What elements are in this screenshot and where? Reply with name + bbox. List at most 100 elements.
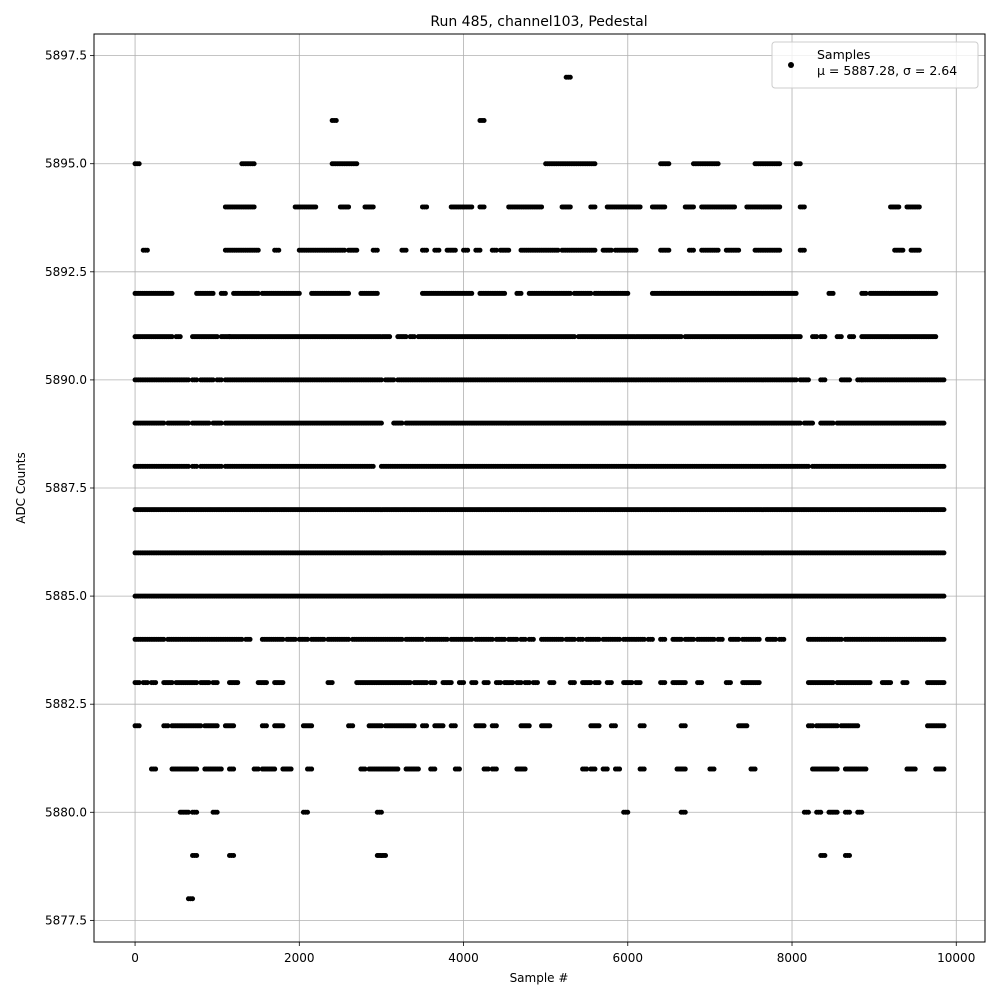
sample-point <box>617 766 623 772</box>
sample-point <box>432 680 438 686</box>
sample-point <box>214 723 220 729</box>
sample-point <box>194 377 200 383</box>
sample-point <box>424 680 430 686</box>
sample-point <box>444 636 450 642</box>
sample-point <box>247 636 253 642</box>
sample-point <box>941 766 947 772</box>
sample-point <box>711 766 717 772</box>
sample-point <box>313 204 319 210</box>
sample-point <box>346 290 352 296</box>
sample-point <box>493 766 499 772</box>
sample-point <box>612 723 618 729</box>
sample-point <box>354 161 360 167</box>
sample-point <box>518 290 524 296</box>
sample-point <box>502 636 508 642</box>
y-axis-label: ADC Counts <box>14 452 28 524</box>
sample-point <box>941 636 947 642</box>
sample-point <box>559 636 565 642</box>
sample-point <box>551 680 557 686</box>
sample-point <box>793 377 799 383</box>
sample-point <box>383 853 389 859</box>
sample-point <box>690 636 696 642</box>
sample-point <box>481 204 487 210</box>
sample-point <box>461 680 467 686</box>
sample-point <box>777 204 783 210</box>
y-tick-label: 5897.5 <box>45 49 87 63</box>
sample-point <box>378 809 384 815</box>
sample-point <box>309 766 315 772</box>
sample-point <box>719 636 725 642</box>
sample-point <box>378 377 384 383</box>
sample-point <box>851 334 857 340</box>
sample-point <box>690 247 696 253</box>
sample-point <box>194 809 200 815</box>
sample-point <box>169 290 175 296</box>
sample-point <box>530 636 536 642</box>
sample-point <box>666 247 672 253</box>
sample-point <box>744 723 750 729</box>
sample-point <box>280 680 286 686</box>
sample-point <box>296 290 302 296</box>
sample-point <box>272 766 278 772</box>
sample-point <box>805 463 811 469</box>
sample-point <box>407 680 413 686</box>
sample-point <box>810 420 816 426</box>
sample-point <box>571 636 577 642</box>
sample-point <box>333 117 339 123</box>
sample-point <box>452 723 458 729</box>
y-tick-label: 5892.5 <box>45 265 87 279</box>
sample-point <box>649 636 655 642</box>
sample-point <box>452 247 458 253</box>
sample-point <box>214 809 220 815</box>
x-tick-label: 2000 <box>284 951 315 965</box>
sample-point <box>374 290 380 296</box>
sample-point <box>231 723 237 729</box>
legend-entry-label: Samples <box>817 47 870 62</box>
sample-point <box>773 636 779 642</box>
sample-point <box>218 377 224 383</box>
sample-point <box>604 766 610 772</box>
sample-point <box>916 247 922 253</box>
sample-point <box>510 680 516 686</box>
sample-point <box>855 723 861 729</box>
sample-point <box>218 463 224 469</box>
sample-point <box>185 420 191 426</box>
sample-point <box>830 420 836 426</box>
sample-point <box>822 334 828 340</box>
sample-point <box>838 636 844 642</box>
sample-point <box>276 247 282 253</box>
sample-point <box>863 766 869 772</box>
sample-point <box>497 680 503 686</box>
sample-point <box>625 809 631 815</box>
sample-point <box>251 161 257 167</box>
sample-point <box>678 334 684 340</box>
sample-point <box>711 636 717 642</box>
sample-point <box>485 766 491 772</box>
sample-point <box>567 204 573 210</box>
sample-point <box>477 247 483 253</box>
sample-point <box>608 680 614 686</box>
sample-point <box>144 680 150 686</box>
sample-point <box>518 680 524 686</box>
sample-point <box>682 680 688 686</box>
sample-point <box>941 550 947 556</box>
sample-point <box>896 204 902 210</box>
sample-point <box>641 766 647 772</box>
sample-point <box>391 377 397 383</box>
sample-point <box>346 636 352 642</box>
y-tick-label: 5882.5 <box>45 697 87 711</box>
sample-point <box>493 723 499 729</box>
sample-point <box>941 377 947 383</box>
sample-point <box>362 766 368 772</box>
sample-point <box>218 420 224 426</box>
sample-point <box>777 161 783 167</box>
legend: Samples μ = 5887.28, σ = 2.64 <box>771 41 979 89</box>
sample-point <box>912 766 918 772</box>
sample-point <box>592 766 598 772</box>
sample-point <box>161 420 167 426</box>
sample-point <box>526 723 532 729</box>
sample-point <box>580 636 586 642</box>
sample-point <box>231 766 237 772</box>
sample-point <box>805 809 811 815</box>
